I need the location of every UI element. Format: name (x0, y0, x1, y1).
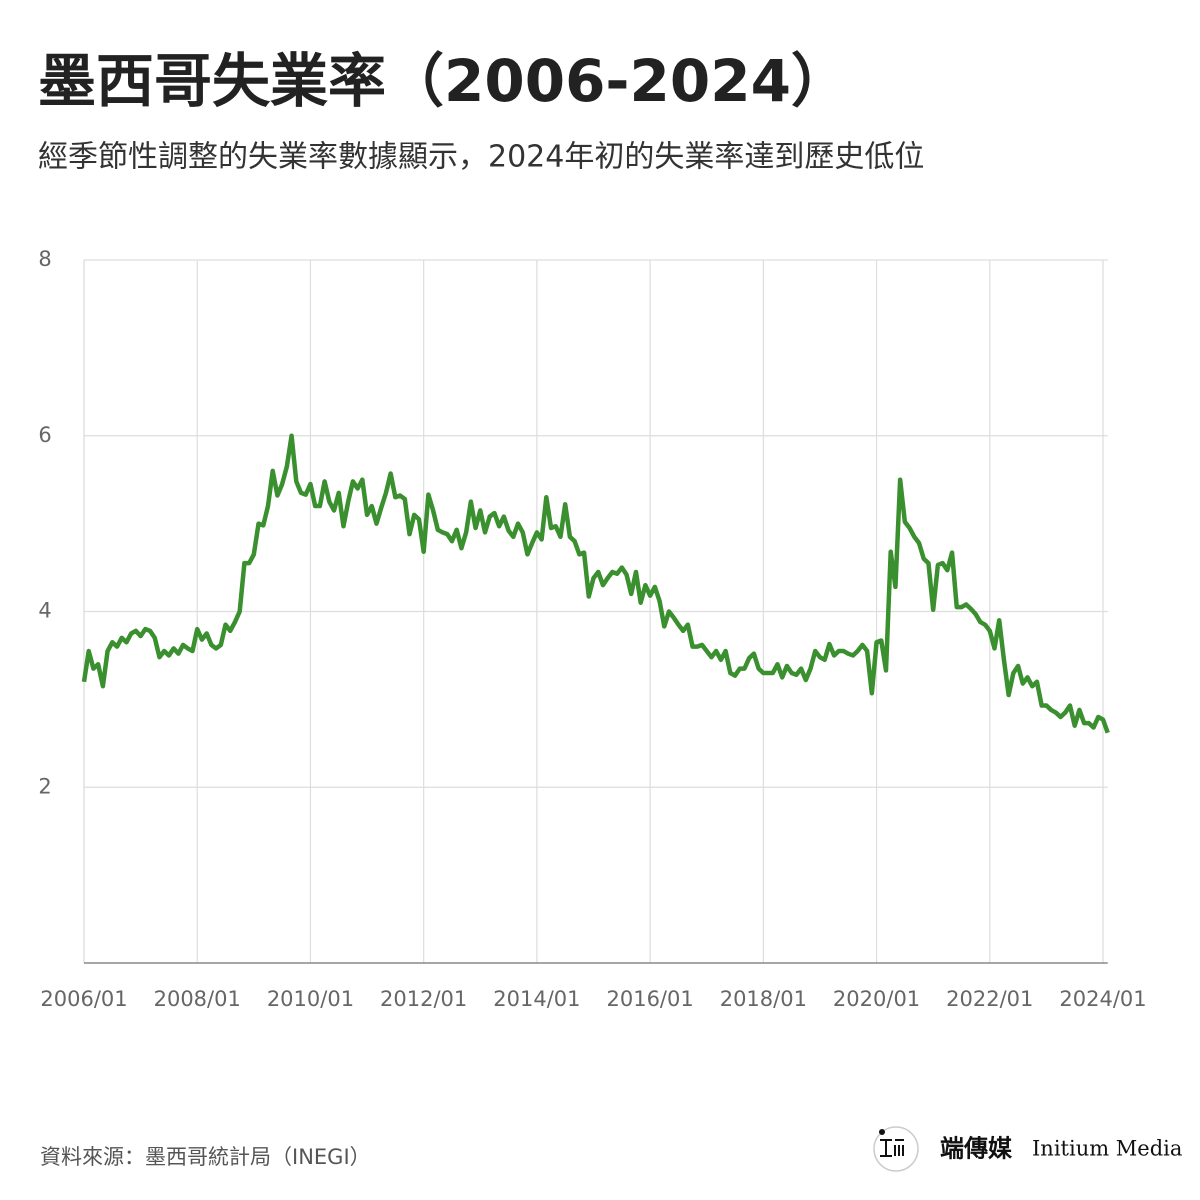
chart-subtitle: 經季節性調整的失業率數據顯示，2024年初的失業率達到歷史低位 (38, 140, 924, 175)
y-tick-label: 6 (38, 423, 51, 447)
x-tick-label: 2012/01 (380, 987, 467, 1011)
x-tick-label: 2018/01 (720, 987, 807, 1011)
x-tick-label: 2024/01 (1059, 987, 1146, 1011)
chart-title: 墨西哥失業率（2006-2024） (38, 47, 849, 115)
x-tick-label: 2010/01 (267, 987, 354, 1011)
brand-name-en: Initium Media (1032, 1137, 1182, 1161)
y-tick-label: 4 (38, 599, 51, 623)
y-tick-label: 2 (38, 774, 51, 798)
brand-name-cn: 端傳媒 (940, 1134, 1013, 1163)
x-tick-label: 2008/01 (154, 987, 241, 1011)
y-tick-label: 8 (38, 247, 51, 271)
x-tick-label: 2022/01 (946, 987, 1033, 1011)
data-line (81, 433, 1110, 734)
brand-logo (873, 1126, 919, 1172)
source-note: 資料來源：墨西哥統計局（INEGI） (40, 1145, 371, 1169)
x-tick-label: 2006/01 (40, 987, 127, 1011)
x-tick-label: 2020/01 (833, 987, 920, 1011)
x-tick-label: 2014/01 (493, 987, 580, 1011)
x-tick-label: 2016/01 (606, 987, 693, 1011)
